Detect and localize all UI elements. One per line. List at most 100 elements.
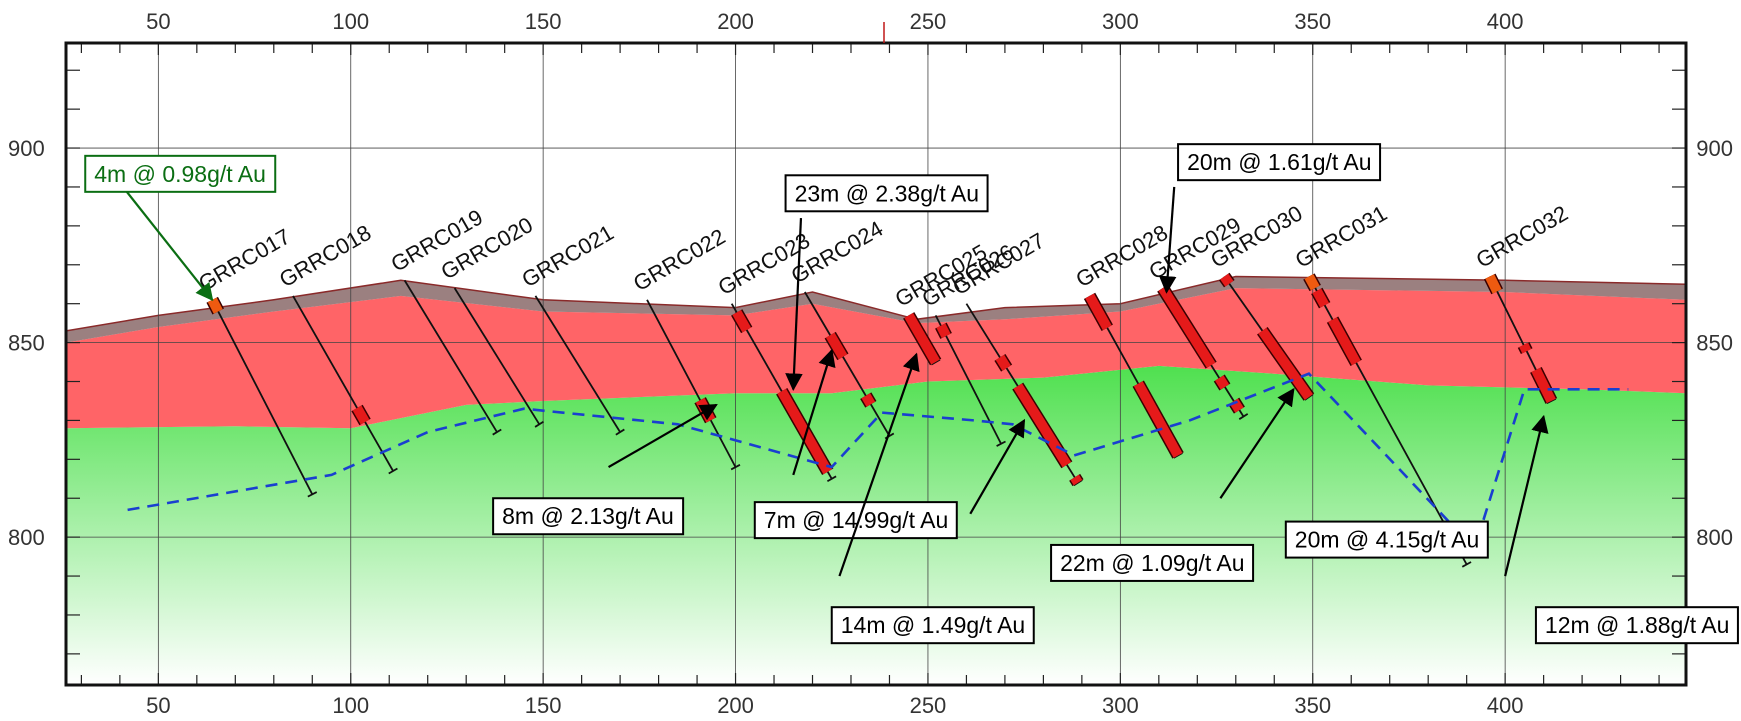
annotation-text: 20m @ 1.61g/t Au [1187, 149, 1371, 175]
intercept-bar [1485, 274, 1502, 294]
x-tick-label: 50 [146, 9, 170, 34]
annotation-arrow [785, 218, 803, 392]
drill-hole-toe [730, 463, 741, 471]
y-tick-label: 900 [8, 136, 45, 161]
x-tick-label: 200 [717, 693, 754, 718]
drill-hole-trace [211, 299, 314, 495]
intercept-bar [1312, 288, 1330, 308]
x-axis-top-labels: 50 100 150 200 250 300 350 400 [146, 9, 1523, 34]
water-table-line [127, 372, 1629, 552]
y-tick-label: 850 [8, 331, 45, 356]
drill-hole-trace [453, 287, 541, 425]
annotation-box [830, 606, 1035, 645]
annotation-arrow [119, 182, 214, 302]
annotation-3: 20m @ 1.61g/t Au [1158, 143, 1382, 294]
intercept-bar [825, 332, 848, 360]
annotation-box [1284, 520, 1489, 559]
drill-hole-toe [826, 475, 837, 483]
annotation-text: 12m @ 1.88g/t Au [1545, 612, 1729, 638]
annotation-box [784, 174, 989, 213]
drill-hole-trace [646, 299, 737, 468]
y-tick-label: 900 [1696, 136, 1733, 161]
drill-hole-trace [292, 295, 394, 472]
annotation-2: 23m @ 2.38g/t Au [784, 174, 989, 392]
y-tick-label: 850 [1696, 331, 1733, 356]
tick-marks [66, 43, 1686, 685]
x-tick-label: 300 [1102, 693, 1139, 718]
y-axis-left-labels: 800 850 900 [8, 136, 45, 550]
x-tick-label: 150 [525, 693, 562, 718]
drill-hole-toe [930, 358, 941, 366]
annotation-text: 20m @ 4.15g/t Au [1295, 527, 1479, 553]
drill-hole-toe [307, 491, 318, 498]
annotation-arrow [1158, 186, 1177, 294]
weathered-zone-area [66, 288, 1686, 429]
regolith-band-area [66, 276, 1686, 343]
annotation-text: 4m @ 0.98g/t Au [94, 161, 266, 187]
intercept-bar [352, 405, 370, 425]
intercept-bar [1519, 342, 1532, 354]
intercept-bar [1258, 327, 1313, 400]
annotation-box [492, 497, 685, 536]
x-tick-label: 400 [1487, 9, 1524, 34]
intercept-annotations: 4m @ 0.98g/t Au 23m @ 2.38g/t Au 20m @ 1.6… [84, 143, 1739, 645]
annotation-6: 14m @ 1.49g/t Au [830, 352, 1035, 645]
drill-hole-toe [1461, 561, 1472, 568]
annotation-arrow [792, 348, 836, 476]
intercept-bar [936, 323, 951, 339]
drill-hole-trace [403, 279, 498, 433]
annotation-box [84, 154, 277, 193]
intercept-bar [1304, 274, 1320, 291]
annotation-1: 4m @ 0.98g/t Au [84, 154, 277, 302]
x-tick-label: 50 [146, 693, 170, 718]
annotation-7: 22m @ 1.09g/t Au [969, 418, 1255, 582]
annotation-arrow [608, 403, 718, 469]
intercept-bar [1070, 474, 1083, 486]
y-axis-right-labels: 800 850 900 [1696, 136, 1733, 550]
drill-hole-toe [388, 467, 398, 475]
annotation-9: 12m @ 1.88g/t Au [1504, 414, 1739, 645]
intercept-bar [861, 393, 876, 407]
x-tick-label: 300 [1102, 9, 1139, 34]
annotation-box [1050, 543, 1255, 582]
annotation-4: 8m @ 2.13g/t Au [492, 403, 718, 536]
plot-frame [64, 41, 1688, 687]
intercept-bar [1013, 383, 1072, 468]
annotation-text: 14m @ 1.49g/t Au [841, 612, 1025, 638]
drill-hole-trace [804, 291, 891, 437]
drill-hole-toe [534, 420, 545, 428]
drill-hole-toe [492, 428, 502, 436]
drill-hole-toe [615, 428, 625, 436]
intercept-bar [777, 388, 833, 475]
drill-hole-trace [534, 295, 621, 433]
annotation-text: 8m @ 2.13g/t Au [502, 503, 674, 529]
x-tick-label: 200 [717, 9, 754, 34]
annotation-box [1177, 143, 1382, 182]
intercept-bar [1328, 317, 1361, 366]
intercept-bar [1085, 293, 1112, 331]
intercept-bar [995, 354, 1011, 371]
x-tick-label: 100 [332, 9, 369, 34]
x-axis-bottom-labels: 50 100 150 200 250 300 350 400 [146, 693, 1523, 718]
annotation-arrow [1504, 414, 1549, 577]
annotation-arrow [969, 418, 1026, 515]
intercept-bar [732, 309, 752, 333]
x-tick-label: 250 [910, 693, 947, 718]
intercept-bar [1220, 273, 1234, 287]
intercept-bar [1215, 375, 1230, 390]
x-tick-label: 350 [1294, 9, 1331, 34]
intercept-bar [207, 297, 223, 314]
drill-hole-toe [1238, 413, 1249, 420]
annotation-arrow [1219, 387, 1295, 499]
intercept-bar [1158, 285, 1216, 368]
annotation-text: 22m @ 1.09g/t Au [1060, 550, 1244, 576]
x-tick-label: 150 [525, 9, 562, 34]
x-tick-label: 400 [1487, 693, 1524, 718]
y-tick-label: 800 [1696, 525, 1733, 550]
drill-hole-toe [996, 440, 1006, 447]
topography-line [66, 275, 1686, 332]
annotation-8: 20m @ 4.15g/t Au [1219, 387, 1489, 559]
intercept-bars [206, 272, 1558, 487]
annotation-box [1534, 606, 1739, 645]
